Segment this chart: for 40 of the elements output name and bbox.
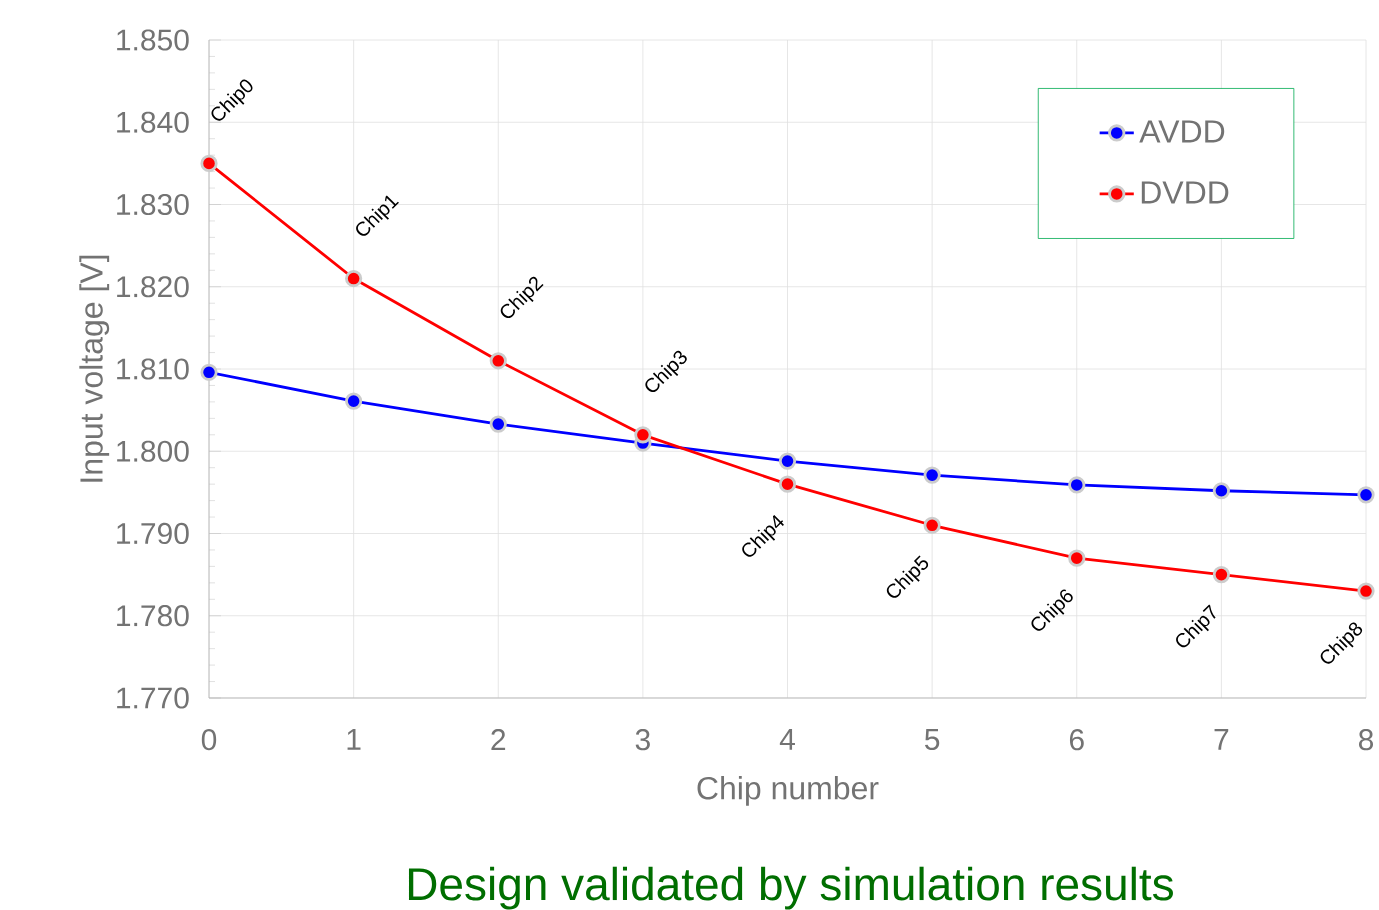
point xyxy=(489,352,507,370)
point xyxy=(1068,549,1086,567)
point xyxy=(634,426,652,444)
point xyxy=(1357,582,1375,600)
point xyxy=(345,392,363,410)
x-tick-label: 2 xyxy=(491,729,506,751)
y-tick-label: 1.800 xyxy=(117,440,189,462)
x-axis-title: Chip number xyxy=(697,776,879,806)
point xyxy=(200,154,218,172)
point xyxy=(1212,482,1230,500)
legend-label: DVDD xyxy=(1141,181,1229,204)
y-tick-label: 1.790 xyxy=(117,522,189,545)
x-tick-label: 3 xyxy=(635,729,650,751)
y-tick-label: 1.810 xyxy=(117,358,189,380)
y-tick-label: 1.830 xyxy=(117,193,189,216)
text: Design validated by simulation results xyxy=(408,866,1173,910)
point xyxy=(489,415,507,433)
x-tick-label: 8 xyxy=(1358,729,1374,751)
point xyxy=(923,466,941,484)
y-tick-label: 1.840 xyxy=(117,111,189,133)
x-tick-label: 0 xyxy=(201,729,217,751)
legend-label: AVDD xyxy=(1139,120,1225,143)
point xyxy=(1357,486,1375,504)
point xyxy=(778,475,797,493)
y-tick-label: 1.780 xyxy=(117,605,189,627)
x-tick-label: 4 xyxy=(779,729,795,750)
point xyxy=(200,363,218,381)
point xyxy=(345,269,363,288)
point xyxy=(923,516,941,534)
point xyxy=(1212,566,1230,584)
y-axis-title: Input voltage [V] xyxy=(79,255,110,482)
x-tick-label: 7 xyxy=(1214,729,1229,750)
x-tick-label: 6 xyxy=(1069,729,1084,751)
x-tick-label: 5 xyxy=(924,729,940,750)
y-tick-label: 1.770 xyxy=(117,687,189,709)
y-tick-label: 1.850 xyxy=(117,29,189,51)
y-tick-label: 1.820 xyxy=(117,276,189,298)
point xyxy=(1068,476,1086,494)
x-tick-label: 1 xyxy=(347,729,361,750)
point xyxy=(778,452,797,470)
